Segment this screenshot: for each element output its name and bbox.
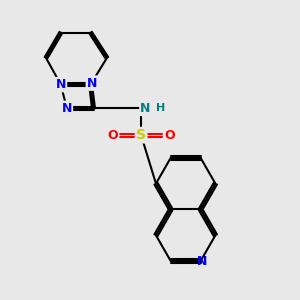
Text: S: S bbox=[136, 128, 146, 142]
Text: N: N bbox=[87, 76, 97, 90]
Text: O: O bbox=[107, 129, 118, 142]
Text: N: N bbox=[56, 78, 66, 91]
Text: N: N bbox=[197, 255, 207, 268]
Text: O: O bbox=[164, 129, 175, 142]
Text: H: H bbox=[156, 103, 165, 113]
Text: N: N bbox=[61, 102, 72, 115]
Text: N: N bbox=[140, 102, 151, 115]
